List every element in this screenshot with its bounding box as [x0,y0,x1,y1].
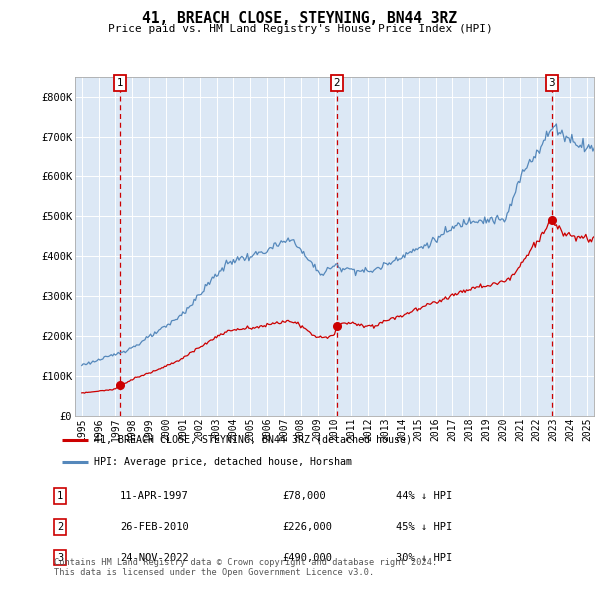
Text: 41, BREACH CLOSE, STEYNING, BN44 3RZ (detached house): 41, BREACH CLOSE, STEYNING, BN44 3RZ (de… [94,435,412,445]
Text: 11-APR-1997: 11-APR-1997 [120,491,189,501]
Text: Price paid vs. HM Land Registry's House Price Index (HPI): Price paid vs. HM Land Registry's House … [107,24,493,34]
Text: HPI: Average price, detached house, Horsham: HPI: Average price, detached house, Hors… [94,457,352,467]
Text: 2: 2 [334,78,340,88]
Text: 45% ↓ HPI: 45% ↓ HPI [396,522,452,532]
Text: 44% ↓ HPI: 44% ↓ HPI [396,491,452,501]
Text: 30% ↓ HPI: 30% ↓ HPI [396,553,452,562]
Text: Contains HM Land Registry data © Crown copyright and database right 2024.
This d: Contains HM Land Registry data © Crown c… [54,558,437,577]
Text: £226,000: £226,000 [282,522,332,532]
Text: 2: 2 [57,522,63,532]
Text: 24-NOV-2022: 24-NOV-2022 [120,553,189,562]
Text: £490,000: £490,000 [282,553,332,562]
Text: 26-FEB-2010: 26-FEB-2010 [120,522,189,532]
Text: £78,000: £78,000 [282,491,326,501]
Text: 1: 1 [57,491,63,501]
Text: 1: 1 [117,78,124,88]
Text: 3: 3 [548,78,555,88]
Text: 41, BREACH CLOSE, STEYNING, BN44 3RZ: 41, BREACH CLOSE, STEYNING, BN44 3RZ [143,11,458,25]
Text: 3: 3 [57,553,63,562]
